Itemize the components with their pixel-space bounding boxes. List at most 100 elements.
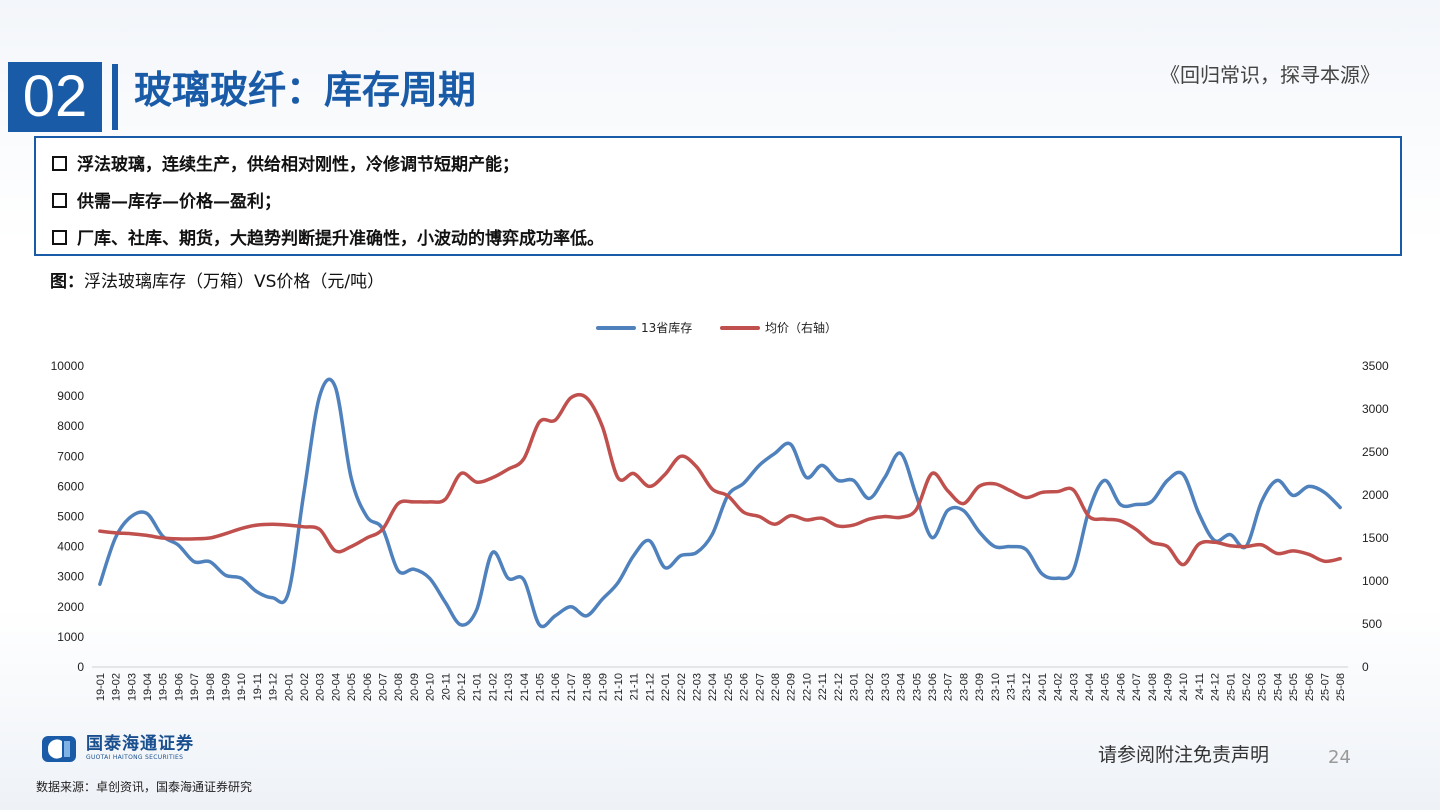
x-tick-label: 23-09 bbox=[974, 673, 986, 701]
x-tick-label: 24-04 bbox=[1084, 673, 1096, 701]
x-tick-label: 22-07 bbox=[754, 673, 766, 701]
x-tick-label: 21-09 bbox=[597, 673, 609, 701]
x-tick-label: 24-03 bbox=[1068, 673, 1080, 701]
slogan: 《回归常识，探寻本源》 bbox=[1160, 63, 1380, 87]
y-left-tick-label: 10000 bbox=[51, 359, 85, 373]
y-left-tick-label: 6000 bbox=[57, 479, 84, 493]
x-tick-label: 24-01 bbox=[1037, 673, 1049, 701]
x-tick-label: 21-02 bbox=[487, 673, 499, 701]
series-line-price bbox=[98, 392, 1342, 567]
title-accent-bar bbox=[112, 64, 118, 130]
x-tick-label: 23-04 bbox=[896, 673, 908, 701]
x-tick-label: 23-06 bbox=[927, 673, 939, 701]
y-right-tick-label: 2500 bbox=[1362, 445, 1389, 459]
x-tick-label: 19-02 bbox=[111, 673, 123, 701]
x-tick-label: 24-11 bbox=[1194, 673, 1206, 700]
x-tick-label: 19-01 bbox=[95, 673, 107, 701]
x-tick-label: 20-01 bbox=[283, 673, 295, 701]
x-tick-label: 23-05 bbox=[911, 673, 923, 701]
x-tick-label: 19-05 bbox=[158, 673, 170, 701]
x-tick-label: 24-07 bbox=[1131, 673, 1143, 701]
x-tick-label: 20-12 bbox=[456, 673, 468, 701]
disclaimer-link[interactable]: 请参阅附注免责声明 bbox=[1098, 744, 1270, 766]
x-tick-label: 25-06 bbox=[1304, 673, 1316, 701]
bullet-item: 供需—库存—价格—盈利； bbox=[52, 191, 281, 213]
y-left-tick-label: 2000 bbox=[57, 600, 84, 614]
figure-caption: 图：浮法玻璃库存（万箱）VS价格（元/吨） bbox=[50, 270, 384, 294]
x-tick-label: 21-05 bbox=[534, 673, 546, 701]
x-tick-label: 19-10 bbox=[236, 673, 248, 701]
y-right-tick-label: 3000 bbox=[1362, 402, 1389, 416]
y-right-tick-label: 3500 bbox=[1362, 359, 1389, 373]
x-tick-label: 22-12 bbox=[833, 673, 845, 701]
x-tick-label: 24-12 bbox=[1210, 673, 1222, 701]
y-left-tick-label: 8000 bbox=[57, 419, 84, 433]
x-tick-label: 22-06 bbox=[739, 673, 751, 701]
x-tick-label: 20-09 bbox=[409, 673, 421, 701]
series-line-inventory bbox=[98, 377, 1342, 629]
section-number: 02 bbox=[8, 62, 102, 132]
checkbox-square-icon bbox=[52, 156, 67, 171]
checkbox-square-icon bbox=[52, 230, 67, 245]
x-tick-label: 25-08 bbox=[1335, 673, 1347, 701]
x-tick-label: 20-04 bbox=[330, 673, 342, 701]
x-tick-label: 23-03 bbox=[880, 673, 892, 701]
logo-text: 国泰海通证券 bbox=[86, 734, 194, 754]
x-tick-label: 24-09 bbox=[1162, 673, 1174, 701]
logo-mark-icon bbox=[42, 736, 76, 762]
x-tick-label: 22-03 bbox=[691, 673, 703, 701]
y-left-tick-label: 5000 bbox=[57, 510, 84, 524]
y-left-tick-label: 3000 bbox=[57, 570, 84, 584]
x-tick-label: 22-10 bbox=[801, 673, 813, 701]
x-tick-label: 25-01 bbox=[1225, 673, 1237, 701]
x-tick-label: 22-02 bbox=[676, 673, 688, 701]
x-tick-label: 19-09 bbox=[220, 673, 232, 701]
x-tick-label: 21-11 bbox=[629, 673, 641, 700]
inventory-price-chart: 0 1000 2000 3000 4000 5000 6000 7000 8000 9000 100… bbox=[51, 320, 1389, 701]
x-tick-label: 22-09 bbox=[786, 673, 798, 701]
x-tick-label: 21-12 bbox=[644, 673, 656, 701]
y-right-tick-label: 500 bbox=[1362, 617, 1382, 631]
x-tick-label: 20-07 bbox=[377, 673, 389, 701]
y-left-tick-label: 0 bbox=[77, 660, 84, 674]
x-tick-label: 19-06 bbox=[173, 673, 185, 701]
legend-label: 均价（右轴） bbox=[765, 320, 837, 335]
x-tick-label: 19-12 bbox=[268, 673, 280, 701]
y-left-tick-label: 7000 bbox=[57, 449, 84, 463]
x-tick-label: 21-08 bbox=[582, 673, 594, 701]
x-tick-label: 20-06 bbox=[362, 673, 374, 701]
x-tick-label: 23-01 bbox=[848, 673, 860, 701]
x-tick-label: 25-07 bbox=[1319, 673, 1331, 701]
x-tick-label: 19-08 bbox=[205, 673, 217, 701]
y-right-tick-label: 1000 bbox=[1362, 574, 1389, 588]
y-left-tick-label: 4000 bbox=[57, 540, 84, 554]
x-tick-label: 20-05 bbox=[346, 673, 358, 701]
x-tick-label: 21-10 bbox=[613, 673, 625, 701]
x-tick-label: 25-02 bbox=[1241, 673, 1253, 701]
y-left-tick-label: 1000 bbox=[57, 630, 84, 644]
x-tick-label: 21-07 bbox=[566, 673, 578, 701]
x-tick-label: 25-05 bbox=[1288, 673, 1300, 701]
x-tick-label: 23-02 bbox=[864, 673, 876, 701]
y-left-tick-label: 9000 bbox=[57, 389, 84, 403]
bullet-text: 厂库、社库、期货，大趋势判断提升准确性，小波动的博弈成功率低。 bbox=[77, 229, 604, 249]
y-right-tick-label: 1500 bbox=[1362, 531, 1389, 545]
figure-caption-text: 浮法玻璃库存（万箱）VS价格（元/吨） bbox=[84, 272, 385, 292]
x-tick-label: 23-07 bbox=[943, 673, 955, 701]
x-tick-label: 21-03 bbox=[503, 673, 515, 701]
data-source: 数据来源：卓创资讯，国泰海通证券研究 bbox=[36, 780, 253, 794]
x-tick-label: 20-10 bbox=[425, 673, 437, 701]
x-tick-label: 19-11 bbox=[252, 673, 264, 700]
page-number: 24 bbox=[1328, 747, 1351, 768]
x-tick-label: 23-12 bbox=[1021, 673, 1033, 701]
x-tick-label: 21-04 bbox=[519, 673, 531, 701]
x-tick-label: 25-04 bbox=[1272, 673, 1284, 701]
x-tick-label: 23-10 bbox=[990, 673, 1002, 701]
x-tick-label: 20-02 bbox=[299, 673, 311, 701]
x-tick-label: 24-08 bbox=[1147, 673, 1159, 701]
page-title: 玻璃玻纤：库存周期 bbox=[134, 68, 477, 112]
logo-text-en: GUOTAI HAITONG SECURITIES bbox=[86, 754, 184, 761]
x-tick-label: 22-05 bbox=[723, 673, 735, 701]
x-tick-label: 24-10 bbox=[1178, 673, 1190, 701]
x-tick-label: 19-07 bbox=[189, 673, 201, 701]
